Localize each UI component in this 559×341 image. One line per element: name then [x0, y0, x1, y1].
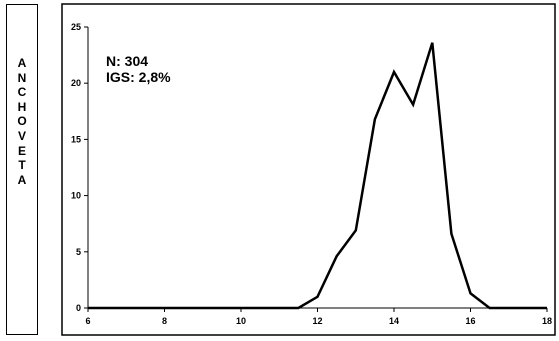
side-label-letter: H: [17, 99, 27, 114]
x-tick-label: 6: [85, 316, 90, 326]
side-label-box: [6, 4, 38, 335]
annotation-igs: IGS: 2,8%: [106, 69, 171, 85]
side-label-letter: V: [17, 128, 26, 143]
side-label-letter: C: [17, 85, 27, 100]
series-line: [88, 42, 547, 310]
y-tick-label: 0: [76, 303, 81, 313]
x-tick-label: 8: [162, 316, 167, 326]
side-label-letter: O: [17, 114, 27, 129]
side-label-letter: A: [17, 172, 27, 187]
x-tick-label: 12: [312, 316, 322, 326]
annotation-n: N: 304: [106, 53, 148, 69]
plot-area: 0 5 10 15 20 25 6 8 10 12 14 16 18: [71, 22, 552, 326]
side-label-letter: E: [17, 143, 26, 158]
side-label-letter: A: [17, 56, 27, 70]
side-label-letter: T: [18, 158, 26, 173]
y-tick-label: 10: [71, 191, 81, 201]
x-tick-label: 18: [542, 316, 552, 326]
y-tick-label: 25: [71, 22, 81, 32]
y-tick-label: 5: [76, 247, 81, 257]
x-tick-label: 10: [236, 316, 246, 326]
x-tick-label: 16: [465, 316, 475, 326]
y-tick-label: 20: [71, 78, 81, 88]
y-tick-label: 15: [71, 134, 81, 144]
chart-frame: [61, 3, 556, 336]
side-label-letter: N: [17, 70, 27, 85]
x-tick-label: 14: [389, 316, 399, 326]
